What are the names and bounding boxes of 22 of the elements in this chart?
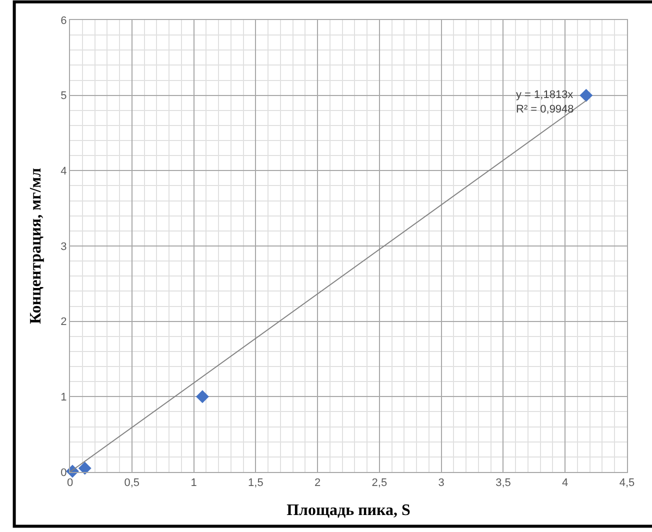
y-tick-label: 4 [60, 166, 67, 178]
y-tick-label: 5 [60, 90, 67, 102]
y-tick-label: 3 [60, 240, 67, 253]
x-tick-label: 1 [190, 477, 197, 490]
y-tick-label: 1 [60, 392, 67, 404]
point [196, 390, 209, 404]
y-tick-label: 6 [60, 14, 67, 27]
y-tick-label: 2 [60, 316, 67, 328]
x-tick-label: 1,5 [248, 477, 264, 490]
x-tick-label: 3,5 [496, 477, 511, 490]
x-tick-label: 4,5 [619, 477, 635, 490]
x-tick-label: 2 [314, 477, 321, 490]
x-tick-label: 4 [562, 477, 568, 490]
x-axis-title: Площадь пика, S [286, 502, 410, 519]
point [580, 88, 593, 102]
y-axis-title: Концентрация, мг/мл [28, 168, 45, 324]
x-tick-label: 3 [438, 477, 444, 490]
annotation: y = 1,1813x R² = 0,9948 [516, 89, 574, 116]
x-tick-label: 0,5 [124, 477, 140, 490]
x-tick-label: 2,5 [372, 477, 388, 490]
point [78, 462, 92, 475]
y-tick-label: 0 [60, 466, 67, 479]
